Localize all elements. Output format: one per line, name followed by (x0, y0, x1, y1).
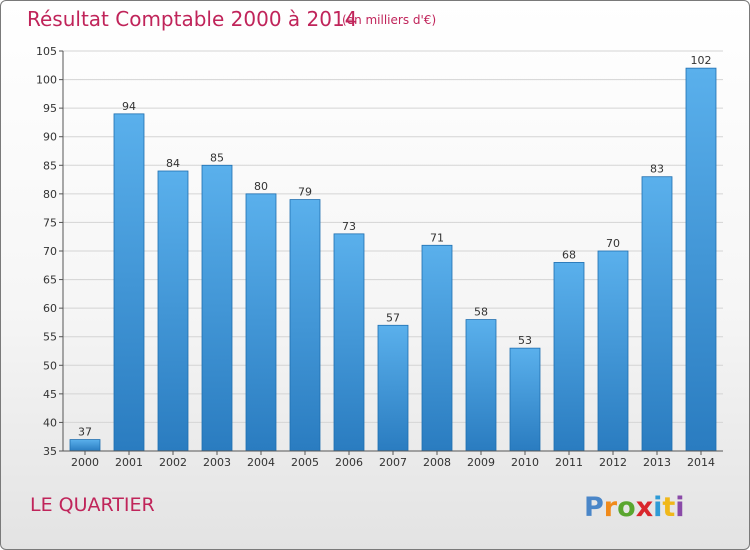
bar (509, 347, 541, 452)
y-tick-label: 85 (43, 159, 57, 172)
data-label: 83 (650, 163, 664, 176)
y-tick-label: 90 (43, 131, 57, 144)
y-tick-label: 60 (43, 302, 57, 315)
bar (421, 244, 453, 452)
y-tick-label: 105 (36, 45, 57, 58)
data-label: 68 (562, 248, 576, 261)
bar (113, 113, 145, 452)
y-tick-label: 95 (43, 102, 57, 115)
data-label: 102 (691, 54, 712, 67)
bar (157, 170, 189, 452)
svg-text:Proxiti: Proxiti (584, 492, 685, 523)
bar (245, 193, 277, 452)
x-axis: 2000 2001 2002 2003 2004 2005 2006 2007 2008 2009… (63, 450, 723, 469)
x-tick-label: 2002 (159, 456, 187, 469)
x-tick-label: 2001 (115, 456, 143, 469)
y-tick-label: 70 (43, 245, 57, 258)
bar (597, 250, 629, 452)
chart-title: Résultat Comptable 2000 à 2014 (27, 7, 358, 31)
data-label: 71 (430, 231, 444, 244)
data-label: 94 (122, 100, 136, 113)
x-tick-label: 2004 (247, 456, 275, 469)
y-tick-label: 50 (43, 359, 57, 372)
data-label: 57 (386, 311, 400, 324)
commune-name: LE QUARTIER (30, 494, 155, 516)
data-label: 58 (474, 306, 488, 319)
x-tick-label: 2010 (511, 456, 539, 469)
chart-subtitle: (en milliers d'€) (342, 13, 437, 27)
data-label: 37 (78, 426, 92, 439)
bars-group: 37 94 84 85 80 79 73 57 71 58 53 68 70 83 102 (69, 54, 717, 452)
x-tick-label: 2014 (687, 456, 715, 469)
data-label: 79 (298, 186, 312, 199)
x-tick-label: 2007 (379, 456, 407, 469)
y-tick-label: 80 (43, 188, 57, 201)
data-label: 70 (606, 237, 620, 250)
x-tick-label: 2011 (555, 456, 583, 469)
x-tick-label: 2012 (599, 456, 627, 469)
bar (289, 199, 321, 452)
bar (333, 233, 365, 452)
y-tick-label: 65 (43, 274, 57, 287)
bar (685, 67, 717, 452)
bar (69, 439, 101, 452)
y-axis: 35 40 45 50 55 60 65 70 75 80 85 90 95 100 105 (36, 45, 64, 458)
data-label: 73 (342, 220, 356, 233)
y-tick-label: 40 (43, 416, 57, 429)
proxiti-logo: Proxiti (584, 492, 685, 523)
x-tick-label: 2006 (335, 456, 363, 469)
y-tick-label: 75 (43, 216, 57, 229)
y-tick-label: 45 (43, 388, 57, 401)
data-label: 85 (210, 151, 224, 164)
x-tick-label: 2008 (423, 456, 451, 469)
bar (641, 176, 673, 452)
x-tick-label: 2000 (71, 456, 99, 469)
bar (465, 319, 497, 452)
y-tick-label: 35 (43, 445, 57, 458)
x-tick-label: 2005 (291, 456, 319, 469)
data-label: 80 (254, 180, 268, 193)
x-tick-label: 2003 (203, 456, 231, 469)
x-tick-label: 2009 (467, 456, 495, 469)
data-label: 53 (518, 334, 532, 347)
y-tick-label: 100 (36, 74, 57, 87)
data-label: 84 (166, 157, 180, 170)
bar (377, 324, 409, 452)
bar (201, 164, 233, 452)
y-tick-label: 55 (43, 331, 57, 344)
x-tick-label: 2013 (643, 456, 671, 469)
bar (553, 262, 585, 452)
